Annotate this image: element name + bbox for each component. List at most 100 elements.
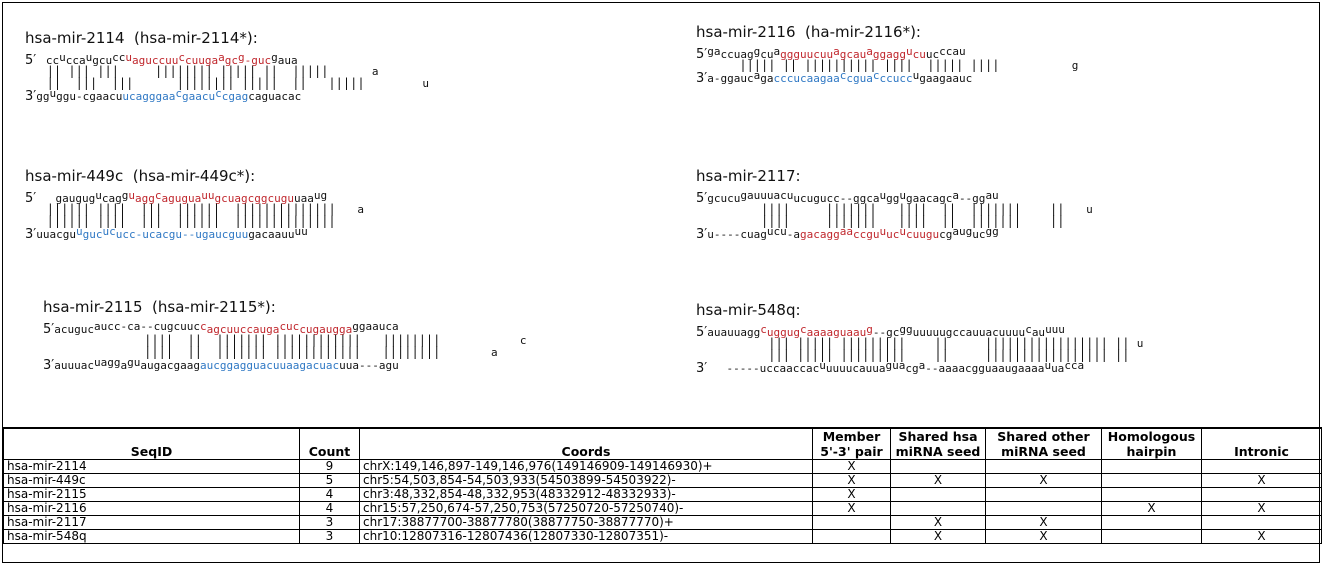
cell-intronic	[1201, 459, 1322, 474]
hairpin-pairs: |||| ||||||| |||| || ||||||| || u	[761, 202, 1093, 216]
hairpin-bottom-strand: 3′u----cuagucu-agacaggaaccguuucucuugucga…	[696, 225, 999, 242]
cell-intronic: X	[1201, 473, 1322, 488]
cell-shared-hsa	[890, 487, 986, 502]
hairpin-structure: 5′gcucugauuuacuucugucc--ggcauggugaacagca…	[696, 189, 1093, 242]
cell-count: 5	[299, 473, 360, 488]
three-prime-label: 3′	[25, 227, 37, 242]
hairpin-pairs-2: |||||| |||| ||| |||||| ||||||||||||||	[25, 214, 336, 228]
cell-coords: chr10:12807316-12807436(12807330-1280735…	[359, 529, 813, 544]
cell-count: 4	[299, 501, 360, 516]
cell-homologous	[1101, 473, 1202, 488]
table-row: hsa-mir-449c 5 chr5:54,503,854-54,503,93…	[3, 473, 1322, 488]
cell-shared-hsa: X	[890, 473, 986, 488]
five-prime-label: 5′	[25, 191, 37, 206]
cell-count: 3	[299, 515, 360, 530]
five-prime-label: 5′	[696, 325, 708, 340]
header-count: Count	[299, 427, 360, 460]
hairpin-bottom-strand: 3′ -----uccaaccacuuuuucauuaguacga--aaaac…	[696, 359, 1085, 376]
hairpin-top-strand: 5′auauuaggcuggugcaaaaguaaug--gcgguuuuugc…	[696, 323, 1065, 340]
hairpin-mir-2117: hsa-mir-2117: 5′gcucugauuuacuucugucc--gg…	[696, 167, 1093, 242]
three-prime-label: 3′	[696, 361, 708, 376]
hairpin-top-strand: 5′gaccuaggcuaggguucuuagcauaggaggucuuccca…	[696, 45, 966, 62]
hairpin-mir-449c: hsa-mir-449c (hsa-mir-449c*): 5′ gaugugu…	[25, 167, 364, 242]
three-prime-label: 3′	[43, 358, 55, 373]
hairpin-pairs-2: || ||| ||| |||||||| ||||| || ||||| u	[25, 76, 429, 90]
hairpin-mir-2116: hsa-mir-2116 (ha-mir-2116*): 5′gaccuaggc…	[696, 23, 1079, 86]
mirna-table: SeqID Count Coords Member 5'-3' pair Shar…	[3, 427, 1322, 544]
cell-shared-hsa: X	[890, 529, 986, 544]
hairpin-top-strand: 5′gcucugauuuacuucugucc--ggcauggugaacagca…	[696, 189, 999, 206]
cell-seqid: hsa-mir-2115	[3, 487, 300, 502]
cell-shared-other: X	[985, 515, 1102, 530]
hairpin-structure: 5′ gaugugucagguaggcaguguauugcuagcggcuguu…	[25, 189, 364, 242]
hairpin-pairs: |||| || ||||||| |||||||||||| |||||||| c	[144, 333, 527, 347]
cell-seqid: hsa-mir-548q	[3, 529, 300, 544]
hairpin-mir-548q: hsa-mir-548q: 5′auauuaggcuggugcaaaaguaau…	[696, 301, 1144, 376]
hairpin-top-strand: 5′acugucaucc-ca--cugcuuccagcuuccaugacucc…	[43, 320, 399, 337]
five-prime-label: 5′	[25, 53, 37, 68]
cell-shared-hsa: X	[890, 515, 986, 530]
cell-shared-other	[985, 501, 1102, 516]
hairpin-structure: 5′ ccuccaugcuccuaguccuuccuugaagcg-gucgau…	[25, 51, 429, 104]
hairpin-mir-2115: hsa-mir-2115 (hsa-mir-2115*): 5′acugucau…	[43, 298, 527, 373]
hairpin-pairs-2: ||| ||||| ||||||||| || |||||||||||||||||…	[696, 348, 1130, 362]
cell-shared-other: X	[985, 529, 1102, 544]
hairpin-bottom-strand: 3′a-ggaucagacccucaagaaccguacccuccugaagaa…	[696, 69, 973, 86]
cell-shared-hsa	[890, 459, 986, 474]
cell-coords: chrX:149,146,897-149,146,976(149146909-1…	[359, 459, 813, 474]
five-prime-label: 5′	[696, 191, 708, 206]
cell-seqid: hsa-mir-2114	[3, 459, 300, 474]
table-row: hsa-mir-2117 3 chr17:38877700-38877780(3…	[3, 515, 1322, 530]
hairpin-title: hsa-mir-2116 (ha-mir-2116*):	[696, 23, 921, 41]
mirna-table-container: SeqID Count Coords Member 5'-3' pair Shar…	[3, 427, 1322, 544]
cell-member	[812, 515, 891, 530]
hairpin-panel: hsa-mir-2114 (hsa-mir-2114*): 5′ ccuccau…	[3, 3, 1321, 427]
three-prime-label: 3′	[696, 227, 708, 242]
cell-count: 4	[299, 487, 360, 502]
hairpin-title: hsa-mir-548q:	[696, 301, 801, 319]
cell-shared-hsa	[890, 501, 986, 516]
cell-intronic: X	[1201, 501, 1322, 516]
hairpin-mir-2114: hsa-mir-2114 (hsa-mir-2114*): 5′ ccuccau…	[25, 29, 429, 104]
three-prime-label: 3′	[25, 89, 37, 104]
hairpin-pairs: ||| ||||| ||||||||| || |||||||||||||||||…	[768, 336, 1144, 350]
cell-coords: chr3:48,332,854-48,332,953(48332912-4833…	[359, 487, 813, 502]
hairpin-bottom-strand: 3′auuuacuaggaguaugacgaagaucggagguacuuaag…	[43, 356, 399, 373]
header-homologous-hairpin: Homologous hairpin	[1101, 427, 1202, 460]
five-prime-label: 5′	[696, 47, 708, 62]
cell-seqid: hsa-mir-449c	[3, 473, 300, 488]
hairpin-structure: 5′gaccuaggcuaggguucuuagcauaggaggucuuccca…	[696, 45, 1079, 86]
header-coords: Coords	[359, 427, 813, 460]
header-seqid: SeqID	[3, 427, 300, 460]
hairpin-top-strand: 5′ ccuccaugcuccuaguccuuccuugaagcg-gucgau…	[25, 51, 298, 68]
cell-intronic	[1201, 487, 1322, 502]
hairpin-bottom-strand: 3′gguggu-cgaacuucagggaacgaacuccgagcaguac…	[25, 87, 302, 104]
header-intronic: Intronic	[1201, 427, 1322, 460]
cell-member: X	[812, 459, 891, 474]
hairpin-top-strand: 5′ gaugugucagguaggcaguguauugcuagcggcuguu…	[25, 189, 328, 206]
cell-count: 3	[299, 529, 360, 544]
table-row: hsa-mir-2115 4 chr3:48,332,854-48,332,95…	[3, 487, 1322, 502]
cell-shared-other: X	[985, 473, 1102, 488]
cell-member	[812, 529, 891, 544]
cell-shared-other	[985, 487, 1102, 502]
hairpin-title: hsa-mir-2114 (hsa-mir-2114*):	[25, 29, 258, 47]
cell-homologous: X	[1101, 501, 1202, 516]
hairpin-pairs: ||||| || |||||||||| |||| ||||| |||| g	[739, 58, 1079, 72]
cell-member: X	[812, 487, 891, 502]
cell-count: 9	[299, 459, 360, 474]
table-row: hsa-mir-2114 9 chrX:149,146,897-149,146,…	[3, 459, 1322, 474]
cell-coords: chr5:54,503,854-54,503,933(54503899-5450…	[359, 473, 813, 488]
table-row: hsa-mir-548q 3 chr10:12807316-12807436(1…	[3, 529, 1322, 544]
cell-member: X	[812, 501, 891, 516]
cell-coords: chr15:57,250,674-57,250,753(57250720-572…	[359, 501, 813, 516]
hairpin-pairs: || ||| ||| |||||||| ||||| || ||||| a	[46, 64, 379, 78]
table-row: hsa-mir-2116 4 chr15:57,250,674-57,250,7…	[3, 501, 1322, 516]
hairpin-pairs-2: |||| ||||||| |||| || ||||||| ||	[696, 214, 1065, 228]
hairpin-pairs-2: |||| || ||||||| |||||||||||| |||||||| a	[43, 345, 498, 359]
cell-homologous	[1101, 487, 1202, 502]
cell-intronic: X	[1201, 529, 1322, 544]
header-shared-other-seed: Shared other miRNA seed	[985, 427, 1102, 460]
hairpin-title: hsa-mir-2115 (hsa-mir-2115*):	[43, 298, 276, 316]
